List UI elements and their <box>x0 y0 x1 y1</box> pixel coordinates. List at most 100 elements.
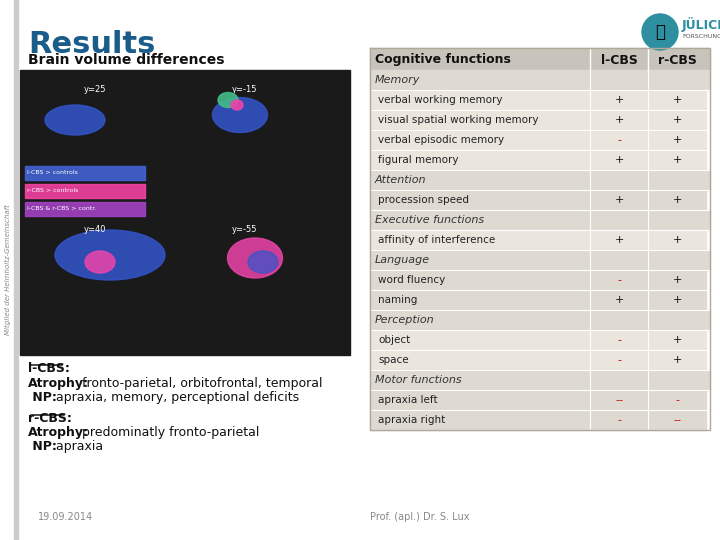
Text: apraxia: apraxia <box>52 440 103 453</box>
Ellipse shape <box>231 100 243 110</box>
Text: +: + <box>614 235 624 245</box>
Text: r-CBS:: r-CBS: <box>28 412 72 425</box>
Text: y=-15: y=-15 <box>233 85 258 94</box>
Bar <box>370 230 590 250</box>
Bar <box>648 90 706 110</box>
Bar <box>590 90 648 110</box>
Text: word fluency: word fluency <box>378 275 445 285</box>
Text: fronto-parietal, orbitofrontal, temporal: fronto-parietal, orbitofrontal, temporal <box>78 377 323 390</box>
Bar <box>648 390 706 410</box>
Bar <box>648 230 706 250</box>
Text: r-CBS > controls: r-CBS > controls <box>27 188 78 193</box>
Text: Language: Language <box>375 255 430 265</box>
Bar <box>648 130 706 150</box>
Text: space: space <box>378 355 409 365</box>
Bar <box>590 110 648 130</box>
Text: l-CBS > controls: l-CBS > controls <box>27 171 78 176</box>
Bar <box>370 410 590 430</box>
Ellipse shape <box>248 251 278 273</box>
Bar <box>25 184 145 198</box>
Text: +: + <box>672 335 682 345</box>
Text: NP:: NP: <box>28 440 57 453</box>
Bar <box>648 290 706 310</box>
Text: Attention: Attention <box>375 175 426 185</box>
Bar <box>590 190 648 210</box>
Text: -: - <box>617 355 621 365</box>
Bar <box>590 270 648 290</box>
Text: +: + <box>672 135 682 145</box>
Text: apraxia left: apraxia left <box>378 395 438 405</box>
Text: apraxia, memory, perceptional deficits: apraxia, memory, perceptional deficits <box>52 391 299 404</box>
Text: affinity of interference: affinity of interference <box>378 235 495 245</box>
Bar <box>370 310 710 330</box>
Text: Motor functions: Motor functions <box>375 375 462 385</box>
Text: +: + <box>614 115 624 125</box>
Text: -: - <box>617 275 621 285</box>
Bar <box>648 350 706 370</box>
Ellipse shape <box>55 230 165 280</box>
Text: verbal working memory: verbal working memory <box>378 95 503 105</box>
Bar <box>370 150 590 170</box>
Text: +: + <box>614 295 624 305</box>
Bar <box>590 290 648 310</box>
Bar <box>370 130 590 150</box>
Text: +: + <box>672 155 682 165</box>
Ellipse shape <box>45 105 105 135</box>
Bar <box>590 150 648 170</box>
Text: l-CBS:: l-CBS: <box>28 362 70 375</box>
Text: verbal episodic memory: verbal episodic memory <box>378 135 504 145</box>
Bar <box>648 150 706 170</box>
Bar <box>370 330 590 350</box>
Bar <box>648 190 706 210</box>
Bar <box>590 330 648 350</box>
Bar <box>370 90 590 110</box>
Text: Memory: Memory <box>375 75 420 85</box>
Bar <box>370 210 710 230</box>
Bar <box>20 70 350 355</box>
Text: -: - <box>617 135 621 145</box>
Ellipse shape <box>212 98 268 132</box>
Text: -: - <box>617 415 621 425</box>
Bar <box>648 410 706 430</box>
Bar <box>14 0 18 540</box>
Text: object: object <box>378 335 410 345</box>
Bar <box>648 330 706 350</box>
Bar <box>590 350 648 370</box>
Text: --: -- <box>673 415 681 425</box>
Text: 19.09.2014: 19.09.2014 <box>38 512 93 522</box>
Bar <box>370 350 590 370</box>
Text: y=-55: y=-55 <box>233 225 258 234</box>
Text: --: -- <box>615 395 623 405</box>
Bar <box>590 230 648 250</box>
Text: Executive functions: Executive functions <box>375 215 484 225</box>
Text: y=25: y=25 <box>84 85 107 94</box>
Ellipse shape <box>218 92 238 107</box>
Bar <box>648 270 706 290</box>
Bar <box>370 250 710 270</box>
Text: +: + <box>672 235 682 245</box>
Text: +: + <box>672 195 682 205</box>
Text: l-CBS & r-CBS > contr.: l-CBS & r-CBS > contr. <box>27 206 96 212</box>
Text: 🌿: 🌿 <box>655 23 665 41</box>
Text: Brain volume differences: Brain volume differences <box>28 53 225 67</box>
Text: JÜLICH: JÜLICH <box>682 17 720 32</box>
Text: +: + <box>614 155 624 165</box>
Bar <box>370 370 710 390</box>
Bar <box>370 70 710 90</box>
Text: naming: naming <box>378 295 418 305</box>
Bar <box>25 166 145 180</box>
Bar <box>370 270 590 290</box>
Text: +: + <box>672 115 682 125</box>
Text: -: - <box>617 335 621 345</box>
Text: l-CBS: l-CBS <box>600 53 637 66</box>
Text: y=40: y=40 <box>84 225 107 234</box>
Text: +: + <box>614 95 624 105</box>
Text: Results: Results <box>28 30 156 59</box>
Text: apraxia right: apraxia right <box>378 415 445 425</box>
Text: visual spatial working memory: visual spatial working memory <box>378 115 539 125</box>
Bar <box>370 190 590 210</box>
Text: +: + <box>672 295 682 305</box>
Bar <box>370 290 590 310</box>
Ellipse shape <box>85 251 115 273</box>
Text: -: - <box>675 395 679 405</box>
